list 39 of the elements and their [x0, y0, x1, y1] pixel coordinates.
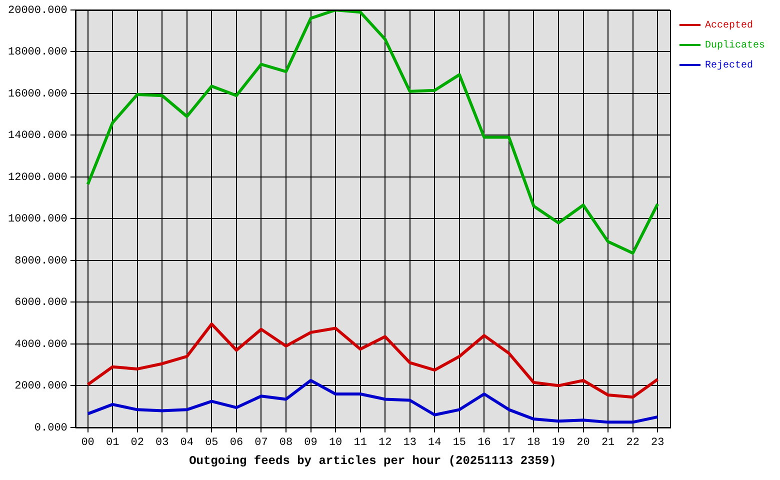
x-tick-label: 14	[428, 436, 442, 449]
x-tick-label: 23	[651, 436, 664, 449]
x-tick-label: 06	[230, 436, 244, 449]
y-tick-label: 16000.000	[8, 88, 68, 100]
x-tick-label: 13	[403, 436, 416, 449]
x-axis-title: Outgoing feeds by articles per hour (20251113 2359)	[189, 454, 556, 468]
x-tick-label: 21	[601, 436, 616, 449]
x-tick-label: 02	[130, 436, 144, 449]
x-tick-label: 18	[527, 436, 540, 449]
y-tick-label: 8000.000	[14, 255, 68, 268]
y-tick-label: 14000.000	[8, 130, 68, 142]
x-tick-label: 11	[354, 436, 368, 449]
x-tick-label: 05	[205, 436, 218, 449]
x-tick-label: 08	[279, 436, 293, 449]
x-tick-label: 10	[328, 436, 342, 449]
legend-label: Accepted	[704, 20, 754, 32]
x-tick-label: 00	[81, 436, 94, 449]
x-tick-label: 01	[106, 436, 120, 449]
x-tick-label: 04	[180, 436, 194, 449]
y-tick-label: 2000.000	[14, 380, 68, 393]
y-tick-label: 18000.000	[8, 46, 68, 59]
y-tick-label: 4000.000	[14, 338, 68, 351]
y-tick-label: 6000.000	[14, 297, 68, 310]
legend-label: Rejected	[704, 60, 754, 72]
x-tick-label: 07	[254, 436, 268, 449]
y-tick-label: 12000.000	[8, 172, 68, 184]
x-tick-label: 16	[478, 436, 491, 449]
y-tick-label: 10000.000	[8, 214, 68, 226]
x-tick-label: 03	[156, 436, 169, 449]
x-tick-label: 15	[452, 436, 466, 449]
legend-label: Duplicates	[704, 40, 766, 52]
y-tick-label: 0.000	[34, 422, 68, 434]
x-tick-label: 17	[502, 436, 516, 449]
y-tick-label: 20000.000	[8, 4, 68, 17]
x-tick-label: 22	[626, 436, 640, 449]
x-tick-label: 12	[378, 436, 392, 449]
x-tick-label: 19	[552, 436, 566, 449]
x-tick-label: 09	[304, 436, 318, 449]
x-tick-label: 20	[576, 436, 590, 449]
